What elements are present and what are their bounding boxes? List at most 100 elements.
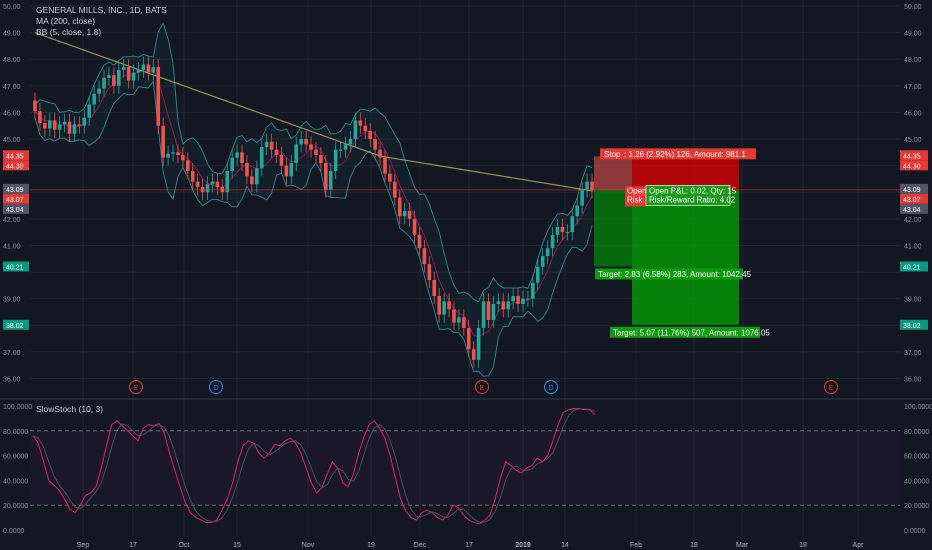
event-marker-label: E: [134, 385, 139, 392]
osc-label-right: 100.0000: [904, 404, 932, 411]
candle: [397, 197, 402, 217]
candle: [97, 88, 101, 94]
osc-label-right: 20.0000: [904, 503, 929, 510]
candle: [422, 248, 427, 265]
candle: [274, 149, 279, 155]
price-label-left: 41.00: [3, 243, 21, 250]
candle: [205, 184, 210, 193]
candle: [92, 93, 96, 105]
target1-box: [595, 268, 743, 280]
stop-label: : 1.26 (2.92%) 126, Amount: 981.1: [624, 150, 746, 159]
candle: [388, 173, 392, 182]
stoch-d-line: [32, 408, 596, 523]
price-tag-left: [3, 203, 29, 214]
candle: [565, 232, 570, 234]
time-tick-label: 17: [129, 542, 137, 549]
price-tag-right-text: 43.07: [903, 197, 921, 204]
price-label-right: 47.00: [904, 84, 922, 91]
candle: [107, 75, 111, 78]
position-tool: [30, 156, 900, 325]
price-tag-left-text: 40.21: [6, 264, 24, 271]
osc-label-left: 60.0000: [3, 454, 28, 461]
price-label-left: 37.00: [3, 350, 21, 357]
candle: [314, 149, 318, 155]
price-axis: 50.00 50.00 49.00 49.00 48.00 48.00 47.00 47.00…: [3, 4, 922, 384]
candle: [511, 296, 515, 302]
time-tick-label: 17: [465, 542, 473, 549]
candle: [427, 264, 432, 281]
candle: [87, 104, 92, 118]
event-marker-label: D: [548, 385, 553, 392]
price-tag-right-text: 44.30: [903, 163, 921, 170]
candle: [279, 155, 284, 166]
bb-indicator-label[interactable]: BB (5, close, 1.8): [36, 27, 102, 37]
time-tick-label: Sep: [77, 542, 90, 549]
bb-upper-line: [34, 22, 593, 303]
candles: [33, 56, 594, 368]
reward-zone-2: [632, 190, 739, 325]
time-tick-label: Feb: [630, 542, 642, 549]
ma-indicator-label[interactable]: MA (200, close): [36, 16, 96, 26]
candle: [407, 210, 412, 219]
candle: [570, 216, 575, 233]
price-tag-left: [3, 160, 29, 171]
target2-label: Target: 5.07 (11.76%) 507, Amount: 1076.…: [613, 328, 770, 337]
candle: [452, 309, 456, 323]
candle: [166, 153, 170, 158]
candle: [432, 280, 437, 297]
chart-legend: GENERAL MILLS, INC., 1D, BATS MA (200, c…: [36, 5, 167, 38]
candle: [38, 111, 42, 124]
candle: [47, 120, 52, 129]
price-tag-right: [900, 160, 928, 171]
price-tag-left-text: 43.07: [6, 197, 24, 204]
candle: [442, 301, 446, 315]
candle: [255, 168, 259, 185]
bb-fill: [35, 23, 592, 377]
time-axis: Sep 17 Oct 15 Nov 19 Dec 17 2019 14 Feb 18 Mar 18 Apr: [77, 542, 864, 549]
event-marker-label: D: [213, 385, 218, 392]
symbol-title: GENERAL MILLS, INC., 1D, BATS: [36, 5, 167, 15]
oscillator-title[interactable]: SlowStoch (10, 3): [36, 404, 104, 414]
price-tag-left: [3, 150, 29, 161]
time-tick-label: Apr: [853, 542, 865, 549]
candle: [471, 349, 476, 360]
earnings-event-icon: [475, 380, 489, 394]
candle: [333, 149, 338, 171]
candle: [496, 301, 501, 304]
candle: [462, 317, 466, 328]
time-tick-label: 18: [799, 542, 807, 549]
candle: [195, 181, 200, 187]
price-tag-right: [900, 183, 928, 194]
candle: [235, 152, 239, 158]
price-grid: [30, 0, 900, 537]
candle: [486, 301, 491, 320]
price-tag-right-text: 38.02: [903, 323, 921, 330]
time-tick-label: 14: [561, 542, 569, 549]
price-label-right: 36.00: [904, 377, 922, 384]
candle: [343, 144, 348, 150]
candle: [402, 210, 407, 217]
price-tags: 44.35 44.30 43.09 43.07 43.04 40.21 38.02 44.35…: [3, 150, 928, 330]
candle: [319, 155, 323, 163]
candle: [437, 296, 441, 315]
candle: [501, 301, 506, 310]
candle: [161, 125, 165, 158]
candle: [245, 162, 249, 177]
bollinger-bands: [34, 22, 593, 377]
osc-label-right: 80.0000: [904, 429, 929, 436]
candle: [33, 100, 37, 112]
dividend-event-icon: [544, 380, 558, 394]
price-label-right: 49.00: [904, 31, 922, 38]
partial-risk-text: Risk: [627, 195, 644, 204]
candle: [531, 282, 535, 299]
candle: [550, 234, 555, 249]
price-tag-right: [900, 203, 928, 214]
candle: [304, 139, 308, 145]
candle: [190, 170, 195, 182]
candle: [156, 67, 161, 126]
candle: [299, 139, 303, 145]
partial-open-text: Open: [627, 186, 647, 195]
candle: [259, 147, 264, 169]
